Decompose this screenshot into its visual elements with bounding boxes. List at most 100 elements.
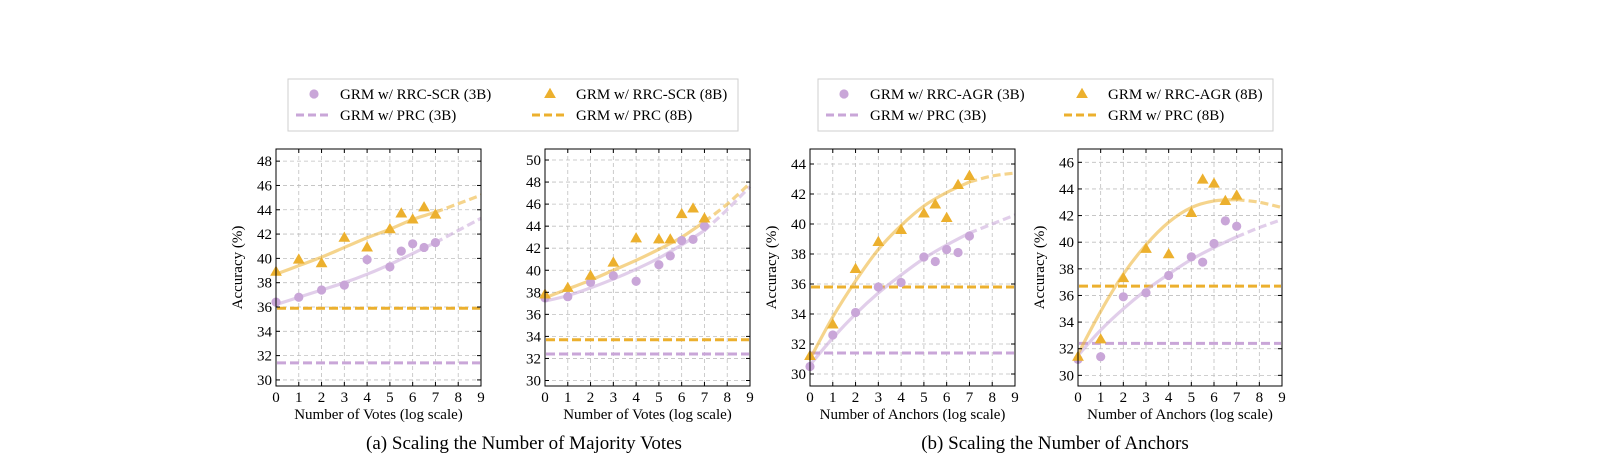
legend-label: GRM w/ PRC (3B) — [870, 108, 986, 124]
x-tick-label: 8 — [988, 390, 996, 406]
legend-item: GRM w/ PRC (8B) — [1064, 108, 1224, 124]
data-point — [419, 242, 429, 253]
data-point — [429, 208, 442, 219]
y-tick-label: 38 — [791, 247, 806, 263]
x-tick-label: 0 — [1074, 390, 1082, 406]
y-tick-label: 46 — [526, 197, 542, 213]
y-tick-label: 32 — [526, 351, 541, 367]
legend-label: GRM w/ PRC (8B) — [1108, 108, 1224, 124]
x-tick-label: 5 — [655, 390, 663, 406]
legend-item: GRM w/ PRC (3B) — [826, 108, 986, 124]
y-tick-label: 40 — [257, 251, 272, 267]
y-tick-label: 42 — [791, 187, 806, 203]
data-point — [1185, 206, 1198, 217]
data-point — [561, 281, 574, 292]
legend-triangle-marker — [1076, 87, 1088, 99]
x-tick-label: 7 — [966, 390, 974, 406]
data-point — [953, 247, 963, 258]
data-point — [664, 233, 677, 244]
data-point — [584, 269, 597, 280]
data-point — [418, 201, 430, 212]
data-point — [919, 252, 929, 262]
x-tick-label: 1 — [1097, 390, 1105, 406]
data-point — [1094, 333, 1107, 344]
x-tick-label: 3 — [341, 390, 349, 406]
legend-item: GRM w/ RRC-AGR (8B) — [1076, 87, 1263, 103]
data-point — [1220, 216, 1230, 226]
fit-extension-1 — [1236, 218, 1283, 239]
y-tick-label: 30 — [257, 373, 272, 389]
data-point — [338, 231, 351, 242]
y-tick-label: 30 — [1059, 368, 1074, 384]
data-point — [1141, 288, 1151, 298]
fit-extension-1 — [703, 185, 752, 232]
data-point — [652, 233, 665, 244]
y-tick-label: 40 — [791, 217, 806, 233]
legend-item: GRM w/ RRC-AGR (3B) — [839, 87, 1025, 103]
data-point — [630, 232, 643, 243]
data-point — [631, 276, 641, 286]
y-tick-label: 44 — [526, 219, 542, 235]
y-tick-label: 42 — [1059, 209, 1074, 225]
data-point — [585, 277, 596, 287]
legend-b: GRM w/ RRC-AGR (3B) GRM w/ RRC-AGR (8B) GR… — [817, 78, 1274, 132]
fit-extension-1 — [434, 216, 482, 244]
legend-label: GRM w/ PRC (8B) — [576, 108, 692, 124]
x-tick-label: 6 — [409, 390, 417, 406]
data-point — [1118, 292, 1128, 302]
data-point — [699, 221, 710, 231]
y-tick-label: 44 — [257, 203, 273, 219]
legend-circle-marker — [839, 89, 849, 99]
x-tick-label: 0 — [272, 390, 280, 406]
data-point — [383, 223, 396, 234]
plot-frame — [275, 148, 482, 387]
caption-a: (a) Scaling the Number of Majority Votes — [366, 433, 682, 454]
x-tick-label: 9 — [1278, 390, 1286, 406]
legend-circle-marker — [309, 89, 319, 99]
y-tick-label: 46 — [1059, 155, 1075, 171]
data-point — [895, 223, 908, 235]
x-tick-label: 4 — [897, 390, 905, 406]
legend-triangle-marker — [544, 87, 556, 99]
data-point — [396, 246, 406, 256]
x-tick-label: 2 — [318, 390, 326, 406]
x-tick-label: 2 — [852, 390, 860, 406]
data-point — [361, 241, 374, 252]
legend-frame — [287, 78, 739, 132]
series-2 — [539, 202, 711, 299]
x-tick-label: 6 — [1210, 390, 1218, 406]
data-point — [917, 207, 930, 218]
data-point — [687, 202, 699, 213]
y-tick-label: 32 — [791, 337, 806, 353]
x-tick-label: 5 — [386, 390, 394, 406]
y-tick-label: 38 — [526, 285, 541, 301]
x-tick-label: 7 — [1233, 390, 1241, 406]
y-tick-label: 38 — [1059, 262, 1074, 278]
x-tick-label: 1 — [564, 390, 572, 406]
data-point — [316, 285, 327, 295]
x-tick-label: 8 — [454, 390, 462, 406]
data-point — [385, 262, 395, 272]
data-point — [872, 235, 885, 247]
data-point — [828, 330, 838, 340]
x-axis-label: Number of Votes (log scale) — [563, 407, 732, 423]
fit-extension-2 — [703, 181, 752, 224]
y-tick-label: 36 — [1059, 288, 1075, 304]
y-tick-label: 42 — [257, 227, 272, 243]
y-tick-label: 30 — [526, 373, 541, 389]
x-tick-label: 1 — [829, 390, 837, 406]
data-point — [942, 244, 952, 255]
x-tick-label: 3 — [1142, 390, 1150, 406]
plot-frame — [1077, 148, 1283, 387]
data-point — [940, 211, 953, 223]
data-point — [1208, 177, 1220, 188]
series-2 — [1072, 173, 1243, 361]
x-tick-label: 9 — [1011, 390, 1019, 406]
y-tick-label: 48 — [257, 154, 272, 170]
x-tick-label: 4 — [363, 390, 371, 406]
y-tick-label: 36 — [791, 277, 807, 293]
data-point — [315, 257, 328, 268]
